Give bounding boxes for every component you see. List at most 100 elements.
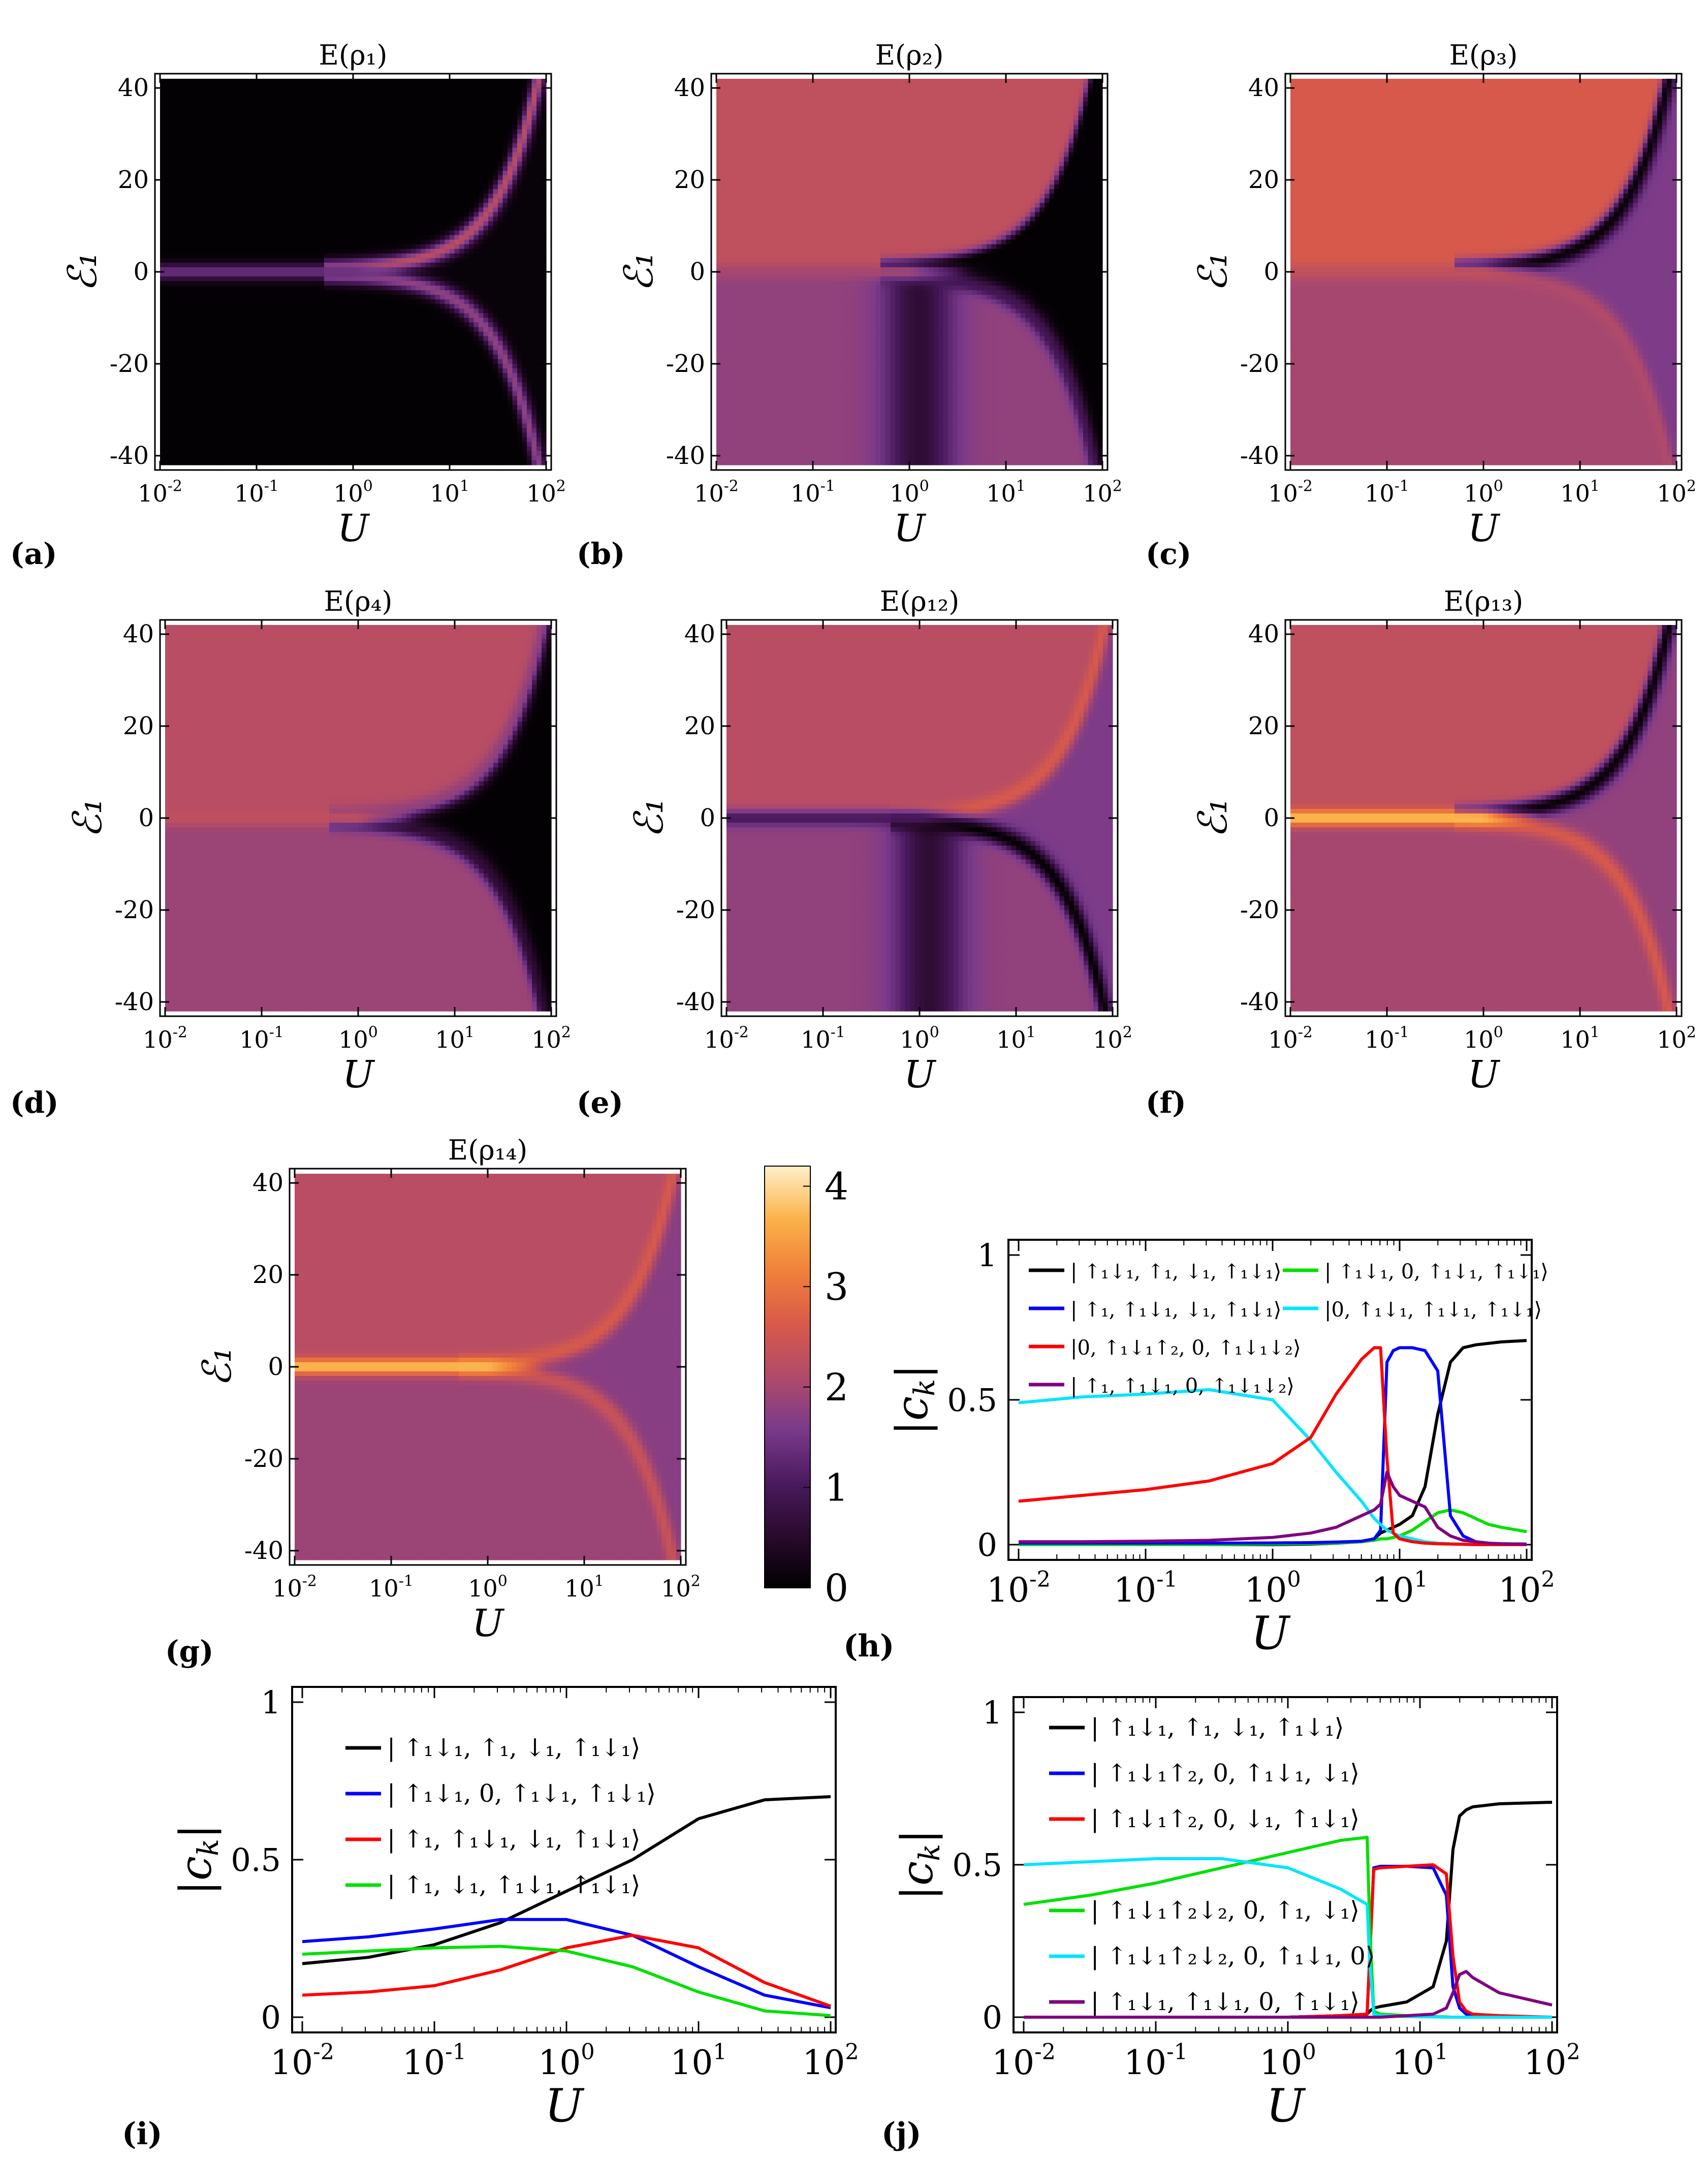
heatmap-cell [324,363,330,369]
heatmap-cell [295,350,301,355]
heatmap-cell [208,281,214,286]
heatmap-cell [271,391,276,396]
heatmap-cell [358,299,363,304]
heatmap-cell [329,134,334,139]
heatmap-cell [276,423,281,429]
heatmap-cell [353,147,359,153]
heatmap-cell [372,244,378,249]
heatmap-cell [334,276,339,281]
heatmap-cell [160,281,166,286]
heatmap-cell [160,189,166,194]
heatmap-cell [305,410,310,415]
heatmap-cell [203,308,209,314]
heatmap-cell [237,272,243,277]
heatmap-cell [314,359,320,364]
heatmap-cell [271,138,276,144]
heatmap-cell [213,184,218,190]
heatmap-cell [194,290,199,295]
heatmap-cell [396,235,402,240]
heatmap-cell [228,83,233,88]
heatmap-cell [358,378,363,383]
heatmap-cell [411,79,417,84]
heatmap-cell [247,203,252,208]
heatmap-cell [425,166,431,171]
heatmap-cell [382,378,388,383]
heatmap-cell [406,262,412,268]
heatmap-cell [343,262,349,268]
heatmap-cell [286,451,291,456]
heatmap-cell [353,267,359,272]
heatmap-cell [421,166,426,171]
heatmap-cell [174,124,180,130]
heatmap-cell [237,340,243,346]
heatmap-cell [411,102,417,107]
heatmap-cell [358,396,363,401]
heatmap-cell [396,396,402,401]
heatmap-cell [170,267,175,272]
heatmap-cell [170,423,175,429]
heatmap-cell [367,138,373,144]
heatmap-cell [276,161,281,167]
heatmap-cell [295,258,301,263]
heatmap-cell [184,359,189,364]
heatmap-cell [319,175,325,180]
heatmap-cell [387,318,392,323]
heatmap-cell [324,203,330,208]
heatmap-cell [411,161,417,167]
heatmap-cell [440,451,446,456]
heatmap-cell [445,194,450,199]
heatmap-cell [416,446,421,452]
heatmap-cell [199,304,204,309]
heatmap-cell [430,106,436,111]
heatmap-cell [416,405,421,411]
heatmap-cell [309,235,315,240]
heatmap-cell [396,345,402,351]
heatmap-cell [194,336,199,341]
heatmap-cell [324,258,330,263]
heatmap-cell [170,363,175,369]
heatmap-cell [319,313,325,319]
heatmap-cell [228,446,233,452]
heatmap-cell [247,368,252,373]
heatmap-cell [280,138,286,144]
heatmap-cell [213,428,218,433]
heatmap-cell [305,226,310,231]
heatmap-cell [199,129,204,135]
heatmap-cell [343,322,349,328]
heatmap-cell [392,267,397,272]
heatmap-cell [314,295,320,300]
heatmap-cell [271,446,276,452]
heatmap-cell [247,345,252,351]
heatmap-cell [179,299,185,304]
heatmap-cell [290,308,296,314]
heatmap-cell [300,175,305,180]
heatmap-cell [165,194,170,199]
heatmap-cell [251,354,257,360]
heatmap-cell [372,272,378,277]
heatmap-cell [295,216,301,222]
heatmap-cell [223,286,228,291]
heatmap-cell [329,382,334,387]
heatmap-cell [174,419,180,424]
heatmap-cell [353,281,359,286]
heatmap-cell [392,212,397,217]
heatmap-cell [213,170,218,176]
heatmap-cell [242,212,247,217]
heatmap-cell [223,124,228,130]
heatmap-cell [338,387,344,392]
heatmap-cell [435,111,440,116]
heatmap-cell [242,410,247,415]
heatmap-cell [329,152,334,158]
heatmap-cell [372,354,378,360]
heatmap-cell [314,400,320,405]
heatmap-cell [367,378,373,383]
heatmap-cell [286,428,291,433]
heatmap-cell [160,143,166,148]
heatmap-cell [440,111,446,116]
heatmap-cell [276,308,281,314]
heatmap-cell [309,198,315,203]
heatmap-cell [280,350,286,355]
heatmap-cell [314,147,320,153]
heatmap-cell [184,308,189,314]
heatmap-cell [387,244,392,249]
